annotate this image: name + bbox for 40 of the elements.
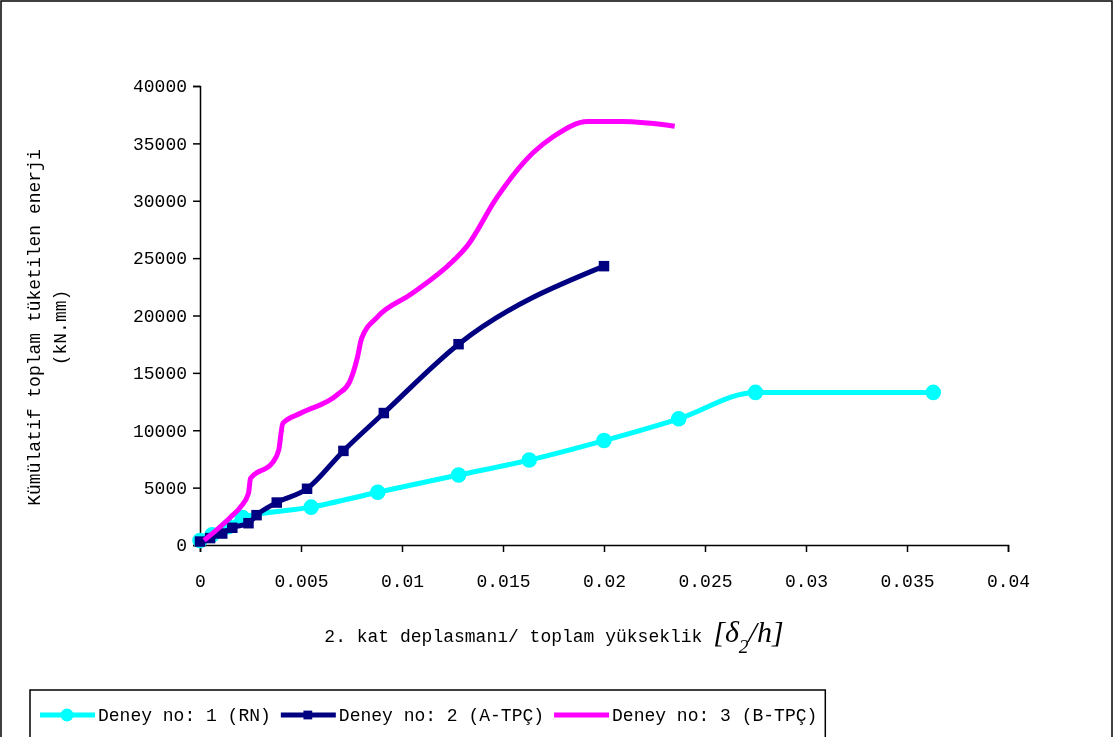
point xyxy=(301,483,313,495)
x-tick-label: 0.015 xyxy=(476,571,531,592)
y-tick-label: 25000 xyxy=(132,249,187,270)
point xyxy=(369,484,386,500)
point xyxy=(453,338,464,350)
y-tick-label: 15000 xyxy=(132,364,187,385)
y-tick-label: 0 xyxy=(176,536,187,557)
point xyxy=(303,499,319,515)
point xyxy=(925,384,942,401)
point xyxy=(596,432,612,449)
y-tick-label: 35000 xyxy=(132,134,187,155)
point xyxy=(243,517,254,529)
x-tick-label: 0.035 xyxy=(880,571,935,592)
point xyxy=(378,407,390,419)
y-tick-label: 40000 xyxy=(132,77,187,98)
point xyxy=(450,467,467,483)
point xyxy=(521,452,538,468)
point xyxy=(598,260,610,272)
point xyxy=(338,445,349,457)
legend-label: Deney no: 1 (RN) xyxy=(98,706,271,726)
point xyxy=(670,411,687,427)
y-axis-title: Kümülatif toplam tüketilen enerji (kN.mm) xyxy=(25,149,71,506)
point xyxy=(251,509,262,521)
x-tick-label: 0.01 xyxy=(380,571,425,592)
x-tick-label: 0.005 xyxy=(274,571,329,592)
legend-label: Deney no: 2 (A-TPÇ) xyxy=(338,706,545,726)
x-axis-title: 2. kat deplasmanı/ toplam yükseklik [δ$_{2}$/h] xyxy=(324,615,784,657)
point xyxy=(227,522,238,534)
x-tick-label: 0 xyxy=(195,571,206,592)
x-tick-label: 0.04 xyxy=(986,571,1031,592)
x-tick-label: 0.025 xyxy=(678,571,733,592)
point xyxy=(747,384,764,401)
x-tick-label: 0.03 xyxy=(784,571,829,592)
y-tick-label: 10000 xyxy=(132,421,187,442)
point xyxy=(271,497,282,508)
y-tick-label: 5000 xyxy=(143,478,187,499)
legend-label: Deney no: 3 (B-TPÇ) xyxy=(612,706,818,726)
y-tick-label: 30000 xyxy=(132,192,187,213)
x-tick-label: 0.02 xyxy=(582,571,627,592)
y-tick-label: 20000 xyxy=(132,306,187,327)
